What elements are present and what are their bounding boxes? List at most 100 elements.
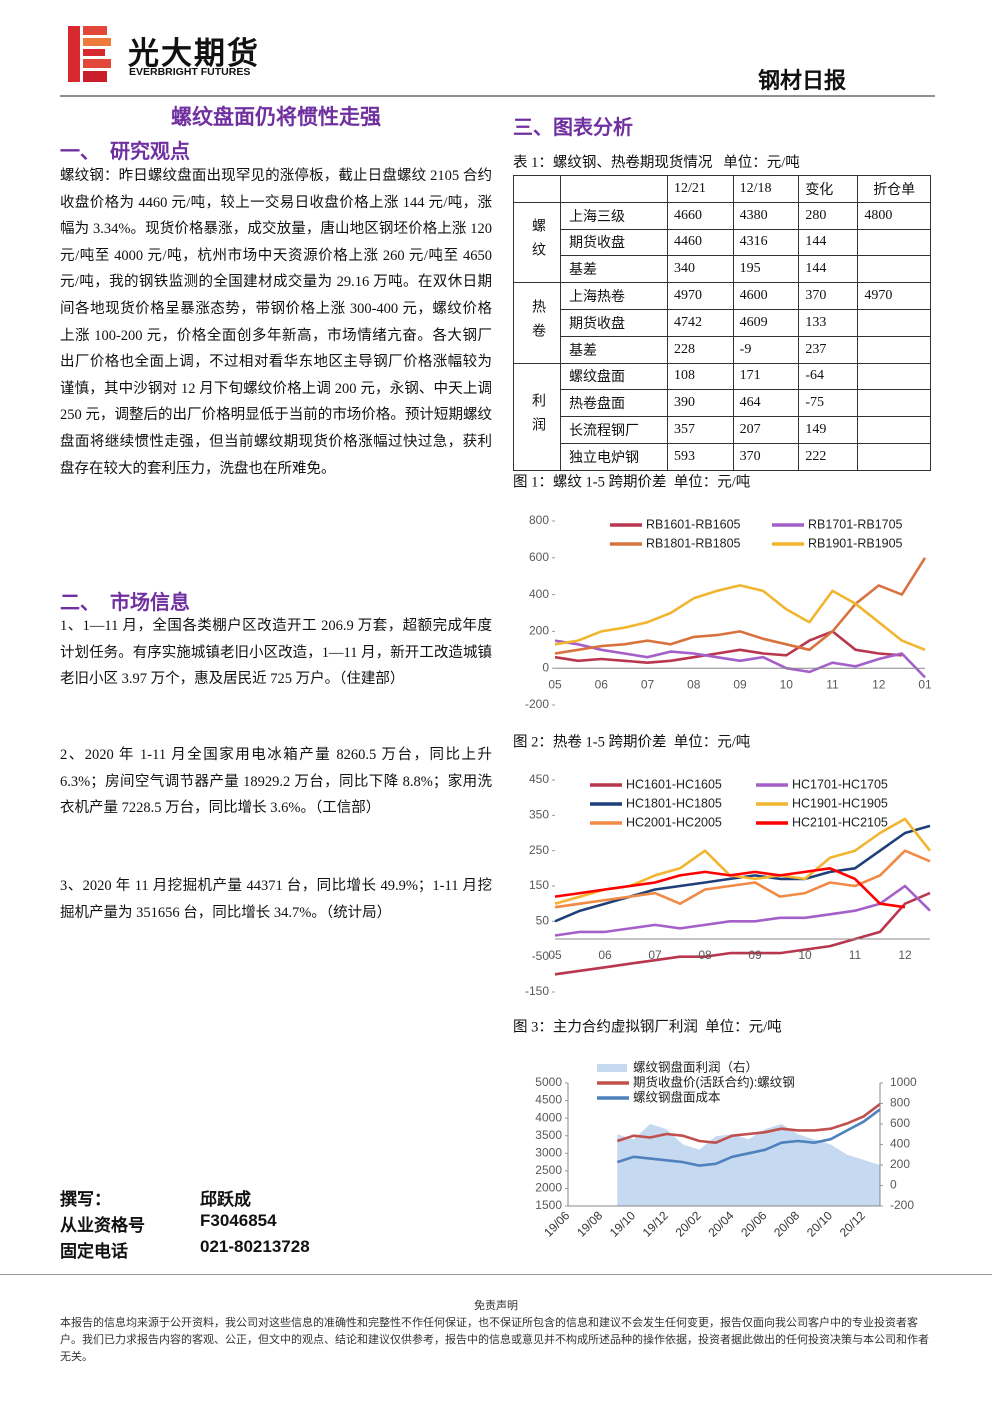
- line: [554, 817, 932, 905]
- y-tick-label: 600: [529, 550, 549, 564]
- paragraph: 螺纹钢：昨日螺纹盘面出现罕见的涨停板，截止日盘螺纹 2105 合约收盘价格为 4…: [60, 168, 492, 477]
- y-tick-label: 2000: [535, 1181, 562, 1195]
- author-row: 固定电话 021-80213728: [60, 1237, 310, 1263]
- y-tick-label: 4000: [535, 1110, 562, 1124]
- x-tick-label: 20/04: [705, 1208, 736, 1239]
- section-heading: 二、 市场信息: [60, 592, 190, 614]
- x-tick-label: 20/08: [771, 1208, 802, 1239]
- table-cell: 357: [667, 416, 734, 444]
- table-row: 期货收盘 4460 4316 144: [514, 228, 931, 257]
- table-cell: 144: [798, 228, 859, 257]
- x-tick-label: 09: [748, 948, 762, 962]
- line: [554, 849, 931, 909]
- section-heading: 一、 研究观点: [60, 141, 190, 163]
- row-label: 期货收盘: [560, 308, 668, 337]
- logo: [83, 26, 107, 35]
- column-header: 12/18: [732, 175, 800, 203]
- x-tick-label: 19/12: [640, 1208, 671, 1239]
- line: [554, 867, 906, 909]
- x-tick-label: 11: [826, 677, 839, 691]
- table-cell: 207: [732, 416, 800, 444]
- table-cell: 4600: [732, 282, 800, 310]
- legend-label: RB1701-RB1705: [808, 517, 903, 531]
- brand: 光大期货: [128, 36, 260, 72]
- authors: 撰写： 邱跃成 从业资格号 F3046854 固定电话 021-80213728: [60, 1185, 310, 1263]
- y-tick-label: -200: [525, 697, 549, 711]
- logo: [83, 49, 105, 56]
- line: [554, 891, 931, 976]
- news-item: 3、2020 年 11 月挖掘机产量 44371 台，同比增长 49.9%；1-…: [60, 878, 492, 921]
- chart-title: 图 1：螺纹 1-5 跨期价差 单位：元/吨: [513, 473, 750, 490]
- x-tick-label: 08: [698, 948, 712, 962]
- legend-label: HC1701-HC1705: [792, 777, 888, 791]
- report-title: 螺纹盘面仍将惯性走强: [171, 105, 381, 129]
- line: [554, 884, 931, 937]
- logo: [83, 71, 107, 82]
- table-cell: 237: [798, 335, 859, 364]
- x-tick-label: 20/12: [837, 1208, 868, 1239]
- table-row: 独立电炉钢 593 370 222: [514, 442, 931, 471]
- y-tick-label: 800: [529, 513, 549, 527]
- table-row: 利润 螺纹盘面 108 171 -64: [513, 362, 931, 471]
- table-cell: [857, 389, 931, 418]
- row-label: 螺纹盘面: [560, 362, 668, 391]
- x-tick-label: 19/06: [541, 1208, 572, 1239]
- y-tick-label: 50: [536, 914, 550, 928]
- y-tick-label: 450: [529, 772, 549, 786]
- disclaimer: 本报告的信息均来源于公开资料，我公司对这些信息的准确性和完整性不作任何保证，也不…: [60, 1317, 929, 1363]
- y-tick-label: 3000: [535, 1145, 562, 1159]
- row-label: 上海三级: [560, 201, 668, 230]
- y-tick-label: 250: [529, 843, 549, 857]
- author-row: 从业资格号 F3046854: [60, 1211, 310, 1237]
- author-row: 撰写： 邱跃成: [60, 1185, 310, 1211]
- table-cell: [857, 442, 931, 471]
- row-label: 长流程钢厂: [560, 416, 668, 444]
- y2-tick-label: 800: [890, 1096, 910, 1110]
- x-tick-label: 10: [780, 677, 794, 691]
- table-row: 长流程钢厂 357 207 149: [514, 416, 931, 444]
- column-header: 折仓单: [857, 175, 931, 203]
- x-tick-label: 20/02: [673, 1208, 704, 1239]
- x-tick-label: 19/08: [574, 1208, 605, 1239]
- row-label: 基差: [560, 255, 668, 284]
- x-tick-label: 07: [641, 677, 655, 691]
- x-tick-label: 05: [548, 948, 562, 962]
- table-row: 基差 228 -9 237: [514, 335, 931, 364]
- y-tick-label: 200: [529, 624, 549, 638]
- column-header: 变化: [798, 175, 859, 203]
- y-tick-label: 5000: [535, 1075, 562, 1089]
- header-graphics: [60, 26, 935, 97]
- y-tick-label: 3500: [535, 1128, 562, 1142]
- column-header: 12/21: [667, 175, 734, 203]
- chart-title: 图 3：主力合约虚拟钢厂利润 单位：元/吨: [513, 1018, 782, 1035]
- table-cell: [857, 255, 931, 284]
- y-tick-label: 1500: [535, 1198, 562, 1212]
- author-key: 撰写：: [60, 1190, 111, 1209]
- table-cell: 228: [667, 335, 734, 364]
- table-cell: 171: [732, 362, 800, 391]
- x-tick-label: 12: [872, 677, 886, 691]
- line: [554, 557, 927, 655]
- x-tick-label: 05: [548, 677, 562, 691]
- x-tick-label: 09: [733, 677, 747, 691]
- logo: [83, 59, 111, 68]
- author-key: 固定电话: [60, 1242, 128, 1261]
- x-tick-label: 20/06: [738, 1208, 769, 1239]
- y-tick-label: 4500: [535, 1093, 562, 1107]
- table-cell: -9: [732, 335, 800, 364]
- y2-tick-label: 1000: [890, 1075, 917, 1089]
- x-tick-label: 07: [648, 948, 662, 962]
- y2-tick-label: -200: [890, 1198, 914, 1212]
- line: [554, 584, 926, 652]
- y-tick-label: 350: [529, 808, 549, 822]
- y-tick-label: -150: [525, 984, 549, 998]
- x-tick-label: 01: [918, 677, 932, 691]
- legend-label: 期货收盘价(活跃合约):螺纹钢: [633, 1074, 795, 1089]
- legend-label: 螺纹钢盘面利润（右）: [633, 1059, 758, 1074]
- table-cell: 4800: [857, 201, 931, 230]
- y-tick-label: 150: [529, 878, 549, 892]
- report-name: 钢材日报: [758, 68, 847, 93]
- line: [616, 1108, 881, 1167]
